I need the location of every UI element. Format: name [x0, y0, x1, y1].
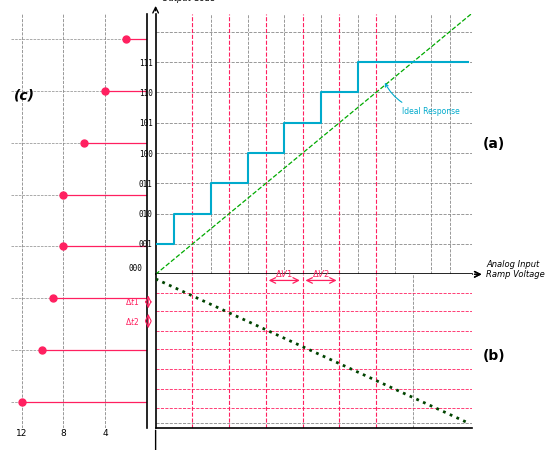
Text: (b): (b) — [483, 348, 506, 363]
Text: Output Code: Output Code — [162, 0, 215, 3]
Text: $\Delta t1$: $\Delta t1$ — [125, 297, 139, 307]
Text: Analog Input: Analog Input — [486, 260, 539, 269]
Text: $\Delta V1$: $\Delta V1$ — [275, 268, 293, 279]
Text: $\Delta t2$: $\Delta t2$ — [125, 315, 139, 327]
Text: Ramp Voltage: Ramp Voltage — [486, 270, 544, 279]
Text: $\Delta V2$: $\Delta V2$ — [312, 268, 330, 279]
Text: (c): (c) — [14, 88, 35, 102]
Text: (a): (a) — [483, 137, 505, 151]
Text: Ideal Response: Ideal Response — [385, 84, 460, 116]
Text: 000: 000 — [129, 264, 143, 273]
